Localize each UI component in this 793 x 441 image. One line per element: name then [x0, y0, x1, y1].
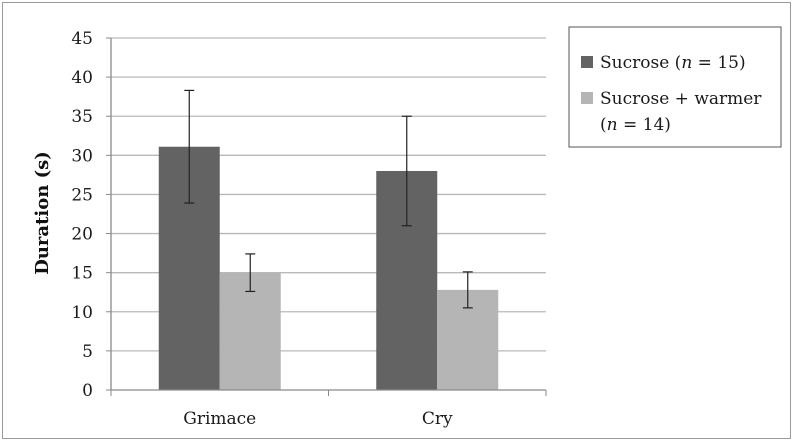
y-axis-ticks: 0 5 10 15 20 25 30 35 40 45 [71, 29, 111, 401]
legend: Sucrose (n = 15) Sucrose + warmer (n = 1… [568, 26, 782, 148]
y-tick-label: 15 [71, 264, 93, 284]
y-tick-label: 35 [71, 107, 93, 127]
error-bars [184, 89, 473, 309]
bars [158, 146, 499, 390]
y-axis-label: Duration (s) [32, 151, 53, 275]
y-tick-label: 25 [71, 185, 93, 205]
legend-swatch-sucrose [581, 56, 593, 68]
error-bar-cry-series-2 [462, 271, 473, 309]
error-bar-cry-series-1 [401, 115, 412, 227]
y-tick-label: 5 [82, 342, 93, 362]
legend-label-sucrose-warmer: Sucrose + warmer [600, 89, 762, 109]
axes [110, 38, 547, 396]
x-axis-categories: Grimace Cry [183, 409, 453, 429]
y-tick-label: 40 [71, 68, 93, 88]
x-category-label: Grimace [183, 409, 256, 429]
legend-swatch-sucrose-warmer [581, 92, 593, 104]
x-category-label: Cry [422, 409, 453, 429]
y-tick-label: 0 [82, 381, 93, 401]
error-bar-grimace-series-1 [184, 89, 195, 204]
legend-label-sucrose: Sucrose (n = 15) [600, 53, 746, 73]
y-tick-label: 10 [71, 303, 93, 323]
error-bar-grimace-series-2 [245, 253, 256, 293]
bar-grimace-series-2 [219, 272, 281, 390]
y-tick-label: 30 [71, 146, 93, 166]
legend-box [568, 26, 782, 148]
y-tick-label: 20 [71, 225, 93, 245]
y-tick-label: 45 [71, 29, 93, 49]
legend-label-sucrose-warmer-n: (n = 14) [600, 115, 671, 135]
